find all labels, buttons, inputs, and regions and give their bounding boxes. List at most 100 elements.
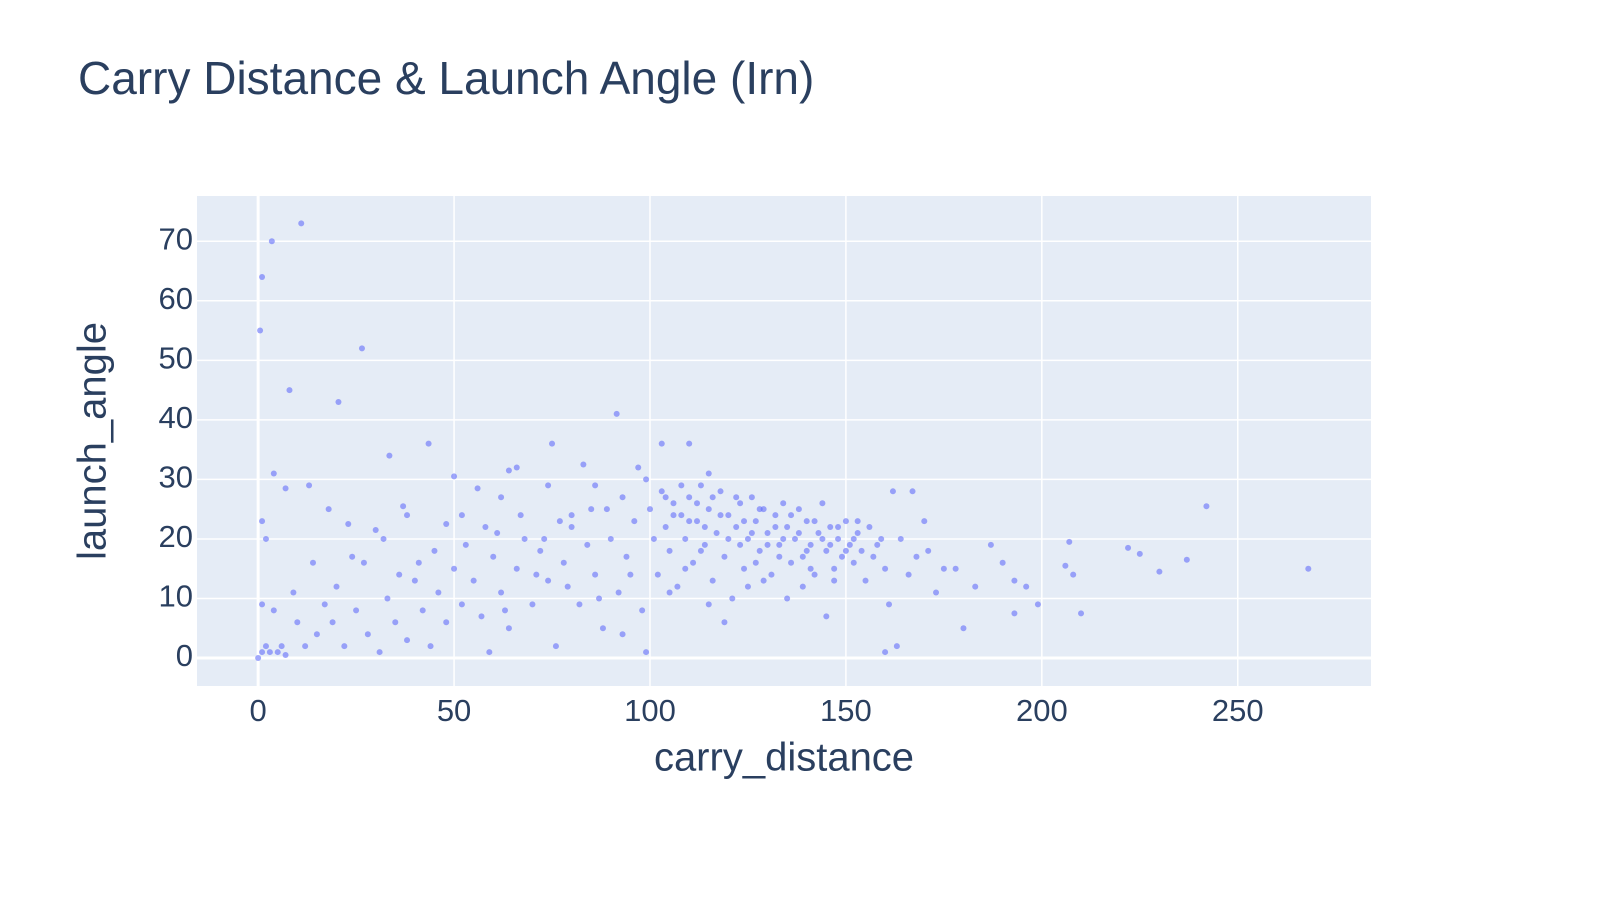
point (795, 529, 802, 536)
point (486, 649, 493, 656)
point (788, 512, 795, 519)
point (588, 506, 595, 513)
point (780, 500, 787, 507)
point (874, 541, 881, 548)
point (321, 601, 328, 608)
point (725, 512, 732, 519)
point (313, 631, 320, 638)
point (686, 440, 693, 447)
point (893, 643, 900, 650)
point (678, 482, 685, 489)
point (737, 541, 744, 548)
point (952, 565, 959, 572)
point (517, 512, 524, 519)
point (905, 571, 912, 578)
point (576, 601, 583, 608)
point (756, 547, 763, 554)
point (705, 601, 712, 608)
point (823, 547, 830, 554)
point (733, 494, 740, 501)
point (886, 601, 893, 608)
point (360, 559, 367, 566)
point (654, 571, 661, 578)
point (411, 577, 418, 584)
point (259, 601, 266, 608)
point (596, 595, 603, 602)
point (592, 571, 599, 578)
point (268, 238, 275, 245)
point (701, 524, 708, 531)
point (1066, 538, 1073, 545)
point (913, 553, 920, 560)
point (329, 619, 336, 626)
point (854, 529, 861, 536)
point (650, 535, 657, 542)
point (294, 619, 301, 626)
point (909, 488, 916, 495)
point (282, 485, 289, 492)
point (807, 541, 814, 548)
point (372, 527, 379, 534)
point (725, 535, 732, 542)
x-tick-label: 200 (1016, 693, 1068, 728)
point (674, 583, 681, 590)
point (772, 524, 779, 531)
point (670, 500, 677, 507)
point (815, 529, 822, 536)
point (560, 559, 567, 566)
chart-title: Carry Distance & Launch Angle (Irn) (78, 52, 814, 104)
point (768, 571, 775, 578)
point (451, 473, 458, 480)
point (748, 494, 755, 501)
point (599, 625, 606, 632)
point (404, 637, 411, 644)
point (266, 649, 273, 656)
point (960, 625, 967, 632)
point (635, 464, 642, 471)
point (482, 524, 489, 531)
y-tick-label: 50 (159, 341, 193, 376)
point (358, 345, 365, 352)
point (494, 529, 501, 536)
point (443, 619, 450, 626)
point (776, 553, 783, 560)
point (306, 482, 313, 489)
point (262, 535, 269, 542)
point (262, 643, 269, 650)
point (435, 589, 442, 596)
point (772, 512, 779, 519)
point (791, 535, 798, 542)
point (335, 399, 342, 406)
point (784, 524, 791, 531)
point (396, 571, 403, 578)
point (425, 440, 432, 447)
point (713, 529, 720, 536)
point (541, 535, 548, 542)
point (854, 518, 861, 525)
point (748, 529, 755, 536)
point (552, 643, 559, 650)
point (709, 577, 716, 584)
point (384, 595, 391, 602)
point (741, 518, 748, 525)
point (807, 565, 814, 572)
point (803, 518, 810, 525)
point (897, 535, 904, 542)
point (568, 512, 575, 519)
point (298, 220, 305, 227)
point (513, 565, 520, 572)
point (866, 524, 873, 531)
point (474, 485, 481, 492)
point (889, 488, 896, 495)
x-tick-label: 0 (250, 693, 267, 728)
x-tick-label: 50 (437, 693, 471, 728)
point (1183, 556, 1190, 563)
point (419, 607, 426, 614)
point (823, 613, 830, 620)
point (701, 541, 708, 548)
plot-area (197, 196, 1371, 686)
point (780, 535, 787, 542)
point (498, 589, 505, 596)
point (521, 535, 528, 542)
point (427, 643, 434, 650)
